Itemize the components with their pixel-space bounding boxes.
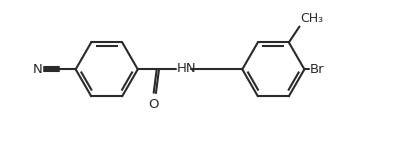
- Text: CH₃: CH₃: [300, 12, 323, 25]
- Text: N: N: [33, 63, 43, 76]
- Text: HN: HN: [177, 62, 196, 75]
- Text: Br: Br: [310, 63, 324, 76]
- Text: O: O: [148, 98, 159, 111]
